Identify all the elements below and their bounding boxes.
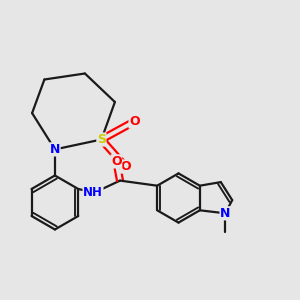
Text: N: N <box>220 207 230 220</box>
Text: O: O <box>111 155 122 168</box>
Text: O: O <box>129 115 140 128</box>
Text: N: N <box>50 143 60 156</box>
Text: NH: NH <box>83 186 103 199</box>
Text: O: O <box>120 160 131 173</box>
Text: S: S <box>97 133 106 146</box>
